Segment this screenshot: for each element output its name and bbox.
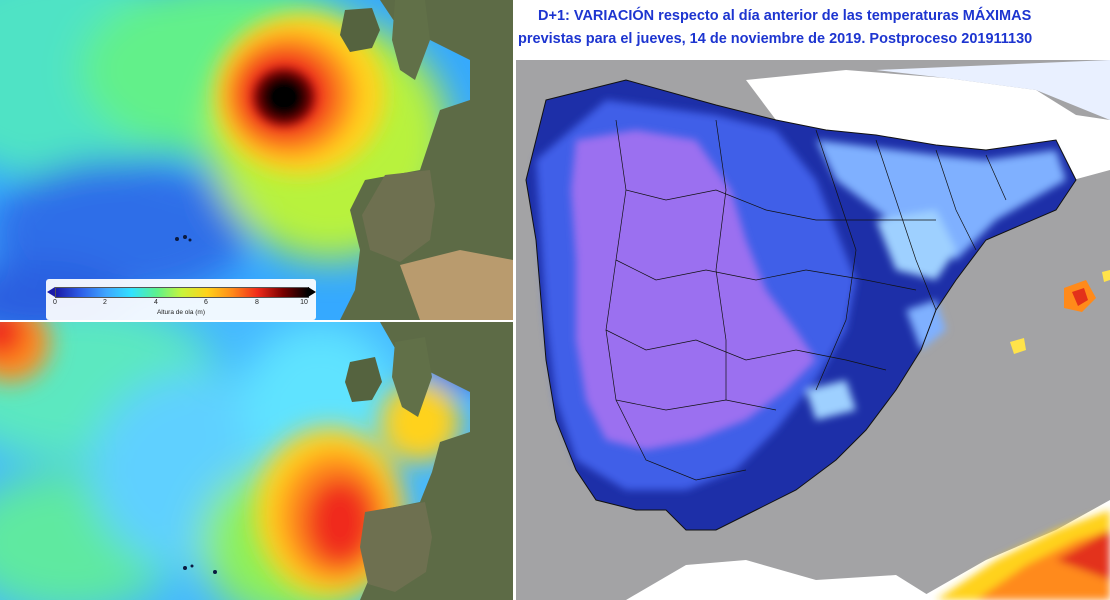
wave-height-map-top: 0 2 4 6 8 10 Altura de ola (m) bbox=[0, 0, 513, 320]
legend-max-arrow-icon bbox=[308, 287, 316, 297]
azores-islands-top bbox=[175, 235, 192, 242]
iberia-map bbox=[516, 60, 1110, 600]
legend-title: Altura de ola (m) bbox=[156, 309, 206, 316]
legend-tick: 6 bbox=[204, 299, 208, 306]
azores-islands-bottom bbox=[183, 564, 217, 574]
temperature-variation-map: D+1: VARIACIÓN respecto al día anterior … bbox=[516, 0, 1110, 600]
land-europe-top bbox=[340, 0, 513, 320]
legend-tick: 2 bbox=[103, 299, 107, 306]
legend-tick: 10 bbox=[300, 299, 308, 306]
province-borders bbox=[605, 119, 1007, 481]
legend-min-arrow-icon bbox=[47, 287, 55, 297]
iberian-peninsula bbox=[525, 79, 1077, 531]
wave-height-legend: 0 2 4 6 8 10 Altura de ola (m) bbox=[46, 279, 316, 320]
land-europe-bottom bbox=[345, 322, 513, 600]
legend-tick: 4 bbox=[154, 299, 158, 306]
balearic-islands bbox=[1010, 270, 1110, 354]
legend-color-bar bbox=[55, 287, 309, 298]
map-title-line-2: previstas para el jueves, 14 de noviembr… bbox=[518, 31, 1033, 47]
legend-tick: 8 bbox=[255, 299, 259, 306]
wave-height-map-bottom bbox=[0, 322, 513, 600]
map-title-line-1: D+1: VARIACIÓN respecto al día anterior … bbox=[538, 8, 1032, 24]
legend-tick: 0 bbox=[53, 299, 57, 306]
